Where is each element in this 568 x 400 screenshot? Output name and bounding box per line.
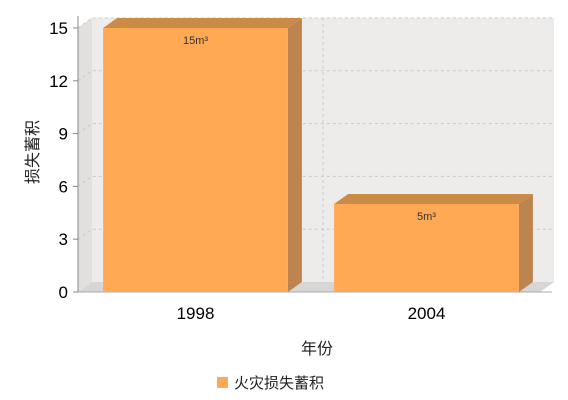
bars: 15m³ 5m³ xyxy=(103,18,533,292)
bar-top xyxy=(103,18,302,28)
grid-line-horizontal xyxy=(77,17,554,29)
y-tick-label: 0 xyxy=(59,283,68,302)
x-tick-label: 2004 xyxy=(408,304,446,323)
legend: 火灾损失蓄积 xyxy=(217,374,324,392)
data-label: 5m³ xyxy=(417,211,436,223)
y-tick-label: 12 xyxy=(49,72,68,91)
grid-line-horizontal xyxy=(77,123,554,135)
bar-front xyxy=(334,204,519,292)
grid-line-horizontal xyxy=(77,175,554,187)
plot-left-wall xyxy=(78,18,92,292)
bar-front xyxy=(103,28,288,292)
legend-swatch xyxy=(217,377,228,388)
bar-2004: 5m³ xyxy=(334,194,533,292)
bar-1998: 15m³ xyxy=(103,18,302,292)
y-tick-label: 6 xyxy=(59,177,68,196)
x-axis-ticks: 1998 2004 xyxy=(177,304,446,323)
y-axis-ticks: 0 3 6 9 12 15 xyxy=(49,19,78,302)
x-tick-label: 1998 xyxy=(177,304,215,323)
y-tick-label: 9 xyxy=(59,125,68,144)
grid-line-horizontal xyxy=(77,70,554,82)
y-tick-label: 3 xyxy=(59,230,68,249)
y-tick-label: 15 xyxy=(49,19,68,38)
legend-label: 火灾损失蓄积 xyxy=(234,374,324,392)
bar-side xyxy=(518,194,533,292)
x-axis-title: 年份 xyxy=(301,339,333,358)
bar-side xyxy=(287,18,302,292)
y-axis-title: 损失蓄积 xyxy=(23,120,42,184)
bar-top xyxy=(334,194,533,204)
data-label: 15m³ xyxy=(183,35,208,47)
